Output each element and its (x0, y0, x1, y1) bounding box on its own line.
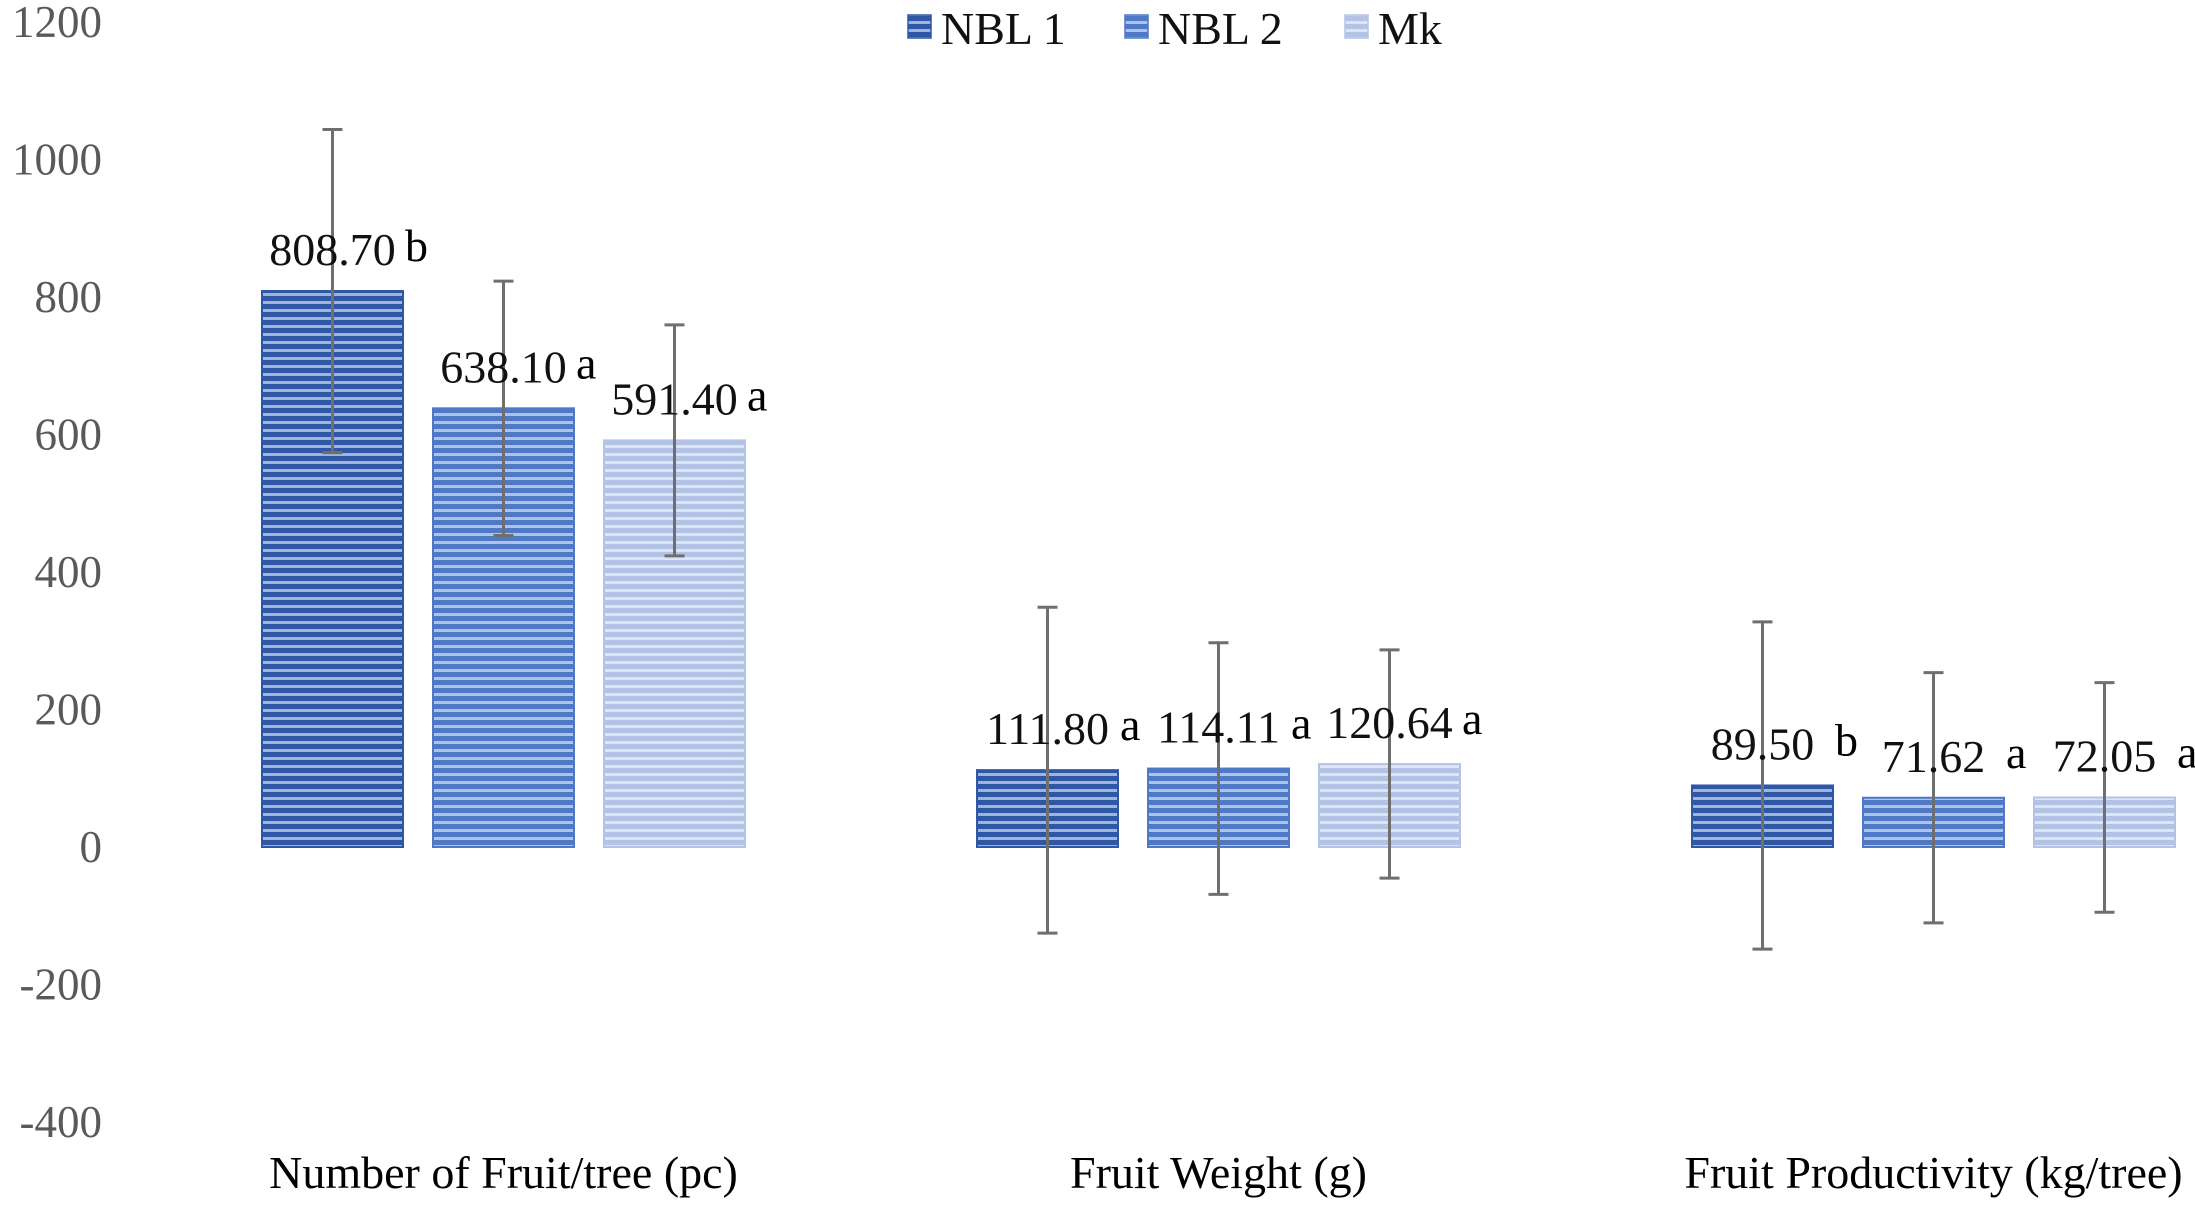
data-label: 638.10 (440, 341, 567, 392)
data-label: 120.64 (1326, 697, 1453, 748)
y-tick-label: 1200 (12, 0, 102, 47)
error-bars (322, 127, 2115, 951)
significance-letter: b (405, 220, 428, 271)
y-axis: 1200 1000 800 600 400 200 0 -200 -400 (12, 0, 102, 1147)
data-label: 591.40 (611, 373, 738, 424)
x-category-label: Fruit Weight (g) (1070, 1147, 1367, 1198)
significance-letter: a (576, 337, 596, 388)
legend-item: Mk (1344, 3, 1442, 54)
y-tick-label: -200 (20, 960, 103, 1010)
error-bar (493, 279, 514, 537)
y-tick-label: 0 (80, 822, 103, 872)
legend-item: NBL 2 (1124, 3, 1283, 54)
y-tick-label: 200 (35, 685, 103, 735)
data-label: 808.70 (269, 224, 396, 275)
data-label: 89.50 (1711, 718, 1815, 769)
significance-letter: a (747, 369, 767, 420)
legend-label: NBL 2 (1158, 3, 1283, 54)
legend-swatch (1124, 14, 1149, 39)
legend: NBL 1 NBL 2 Mk (907, 3, 1442, 54)
error-bar (1752, 620, 1773, 951)
significance-letter: a (2177, 726, 2195, 777)
significance-letter: a (1120, 699, 1140, 750)
legend-label: NBL 1 (941, 3, 1066, 54)
error-bar (2094, 681, 2115, 914)
y-tick-label: 400 (35, 547, 103, 597)
data-label: 71.62 (1882, 731, 1986, 782)
error-bar (1037, 605, 1058, 935)
x-category-label: Fruit Productivity (kg/tree) (1684, 1147, 2182, 1198)
y-tick-label: -400 (20, 1097, 103, 1147)
data-label: 114.11 (1157, 702, 1280, 753)
significance-letter: a (1462, 693, 1482, 744)
error-bar (1379, 648, 1400, 880)
error-bar (664, 323, 685, 558)
y-tick-label: 800 (35, 272, 103, 322)
significance-letter: b (1835, 714, 1858, 765)
significance-letter: a (1291, 698, 1311, 749)
legend-swatch (1344, 14, 1369, 39)
x-category-label: Number of Fruit/tree (pc) (269, 1147, 738, 1198)
data-label: 72.05 (2053, 730, 2157, 781)
significance-letter: a (2006, 727, 2026, 778)
data-label: 111.80 (986, 703, 1109, 754)
error-bar (1923, 671, 1944, 925)
x-axis: Number of Fruit/tree (pc) Fruit Weight (g… (269, 1147, 2183, 1198)
error-bar (322, 127, 343, 455)
legend-swatch (907, 14, 932, 39)
y-tick-label: 1000 (12, 135, 102, 185)
error-bar (1208, 641, 1229, 896)
legend-label: Mk (1378, 3, 1442, 54)
legend-item: NBL 1 (907, 3, 1066, 54)
y-tick-label: 600 (35, 410, 103, 460)
